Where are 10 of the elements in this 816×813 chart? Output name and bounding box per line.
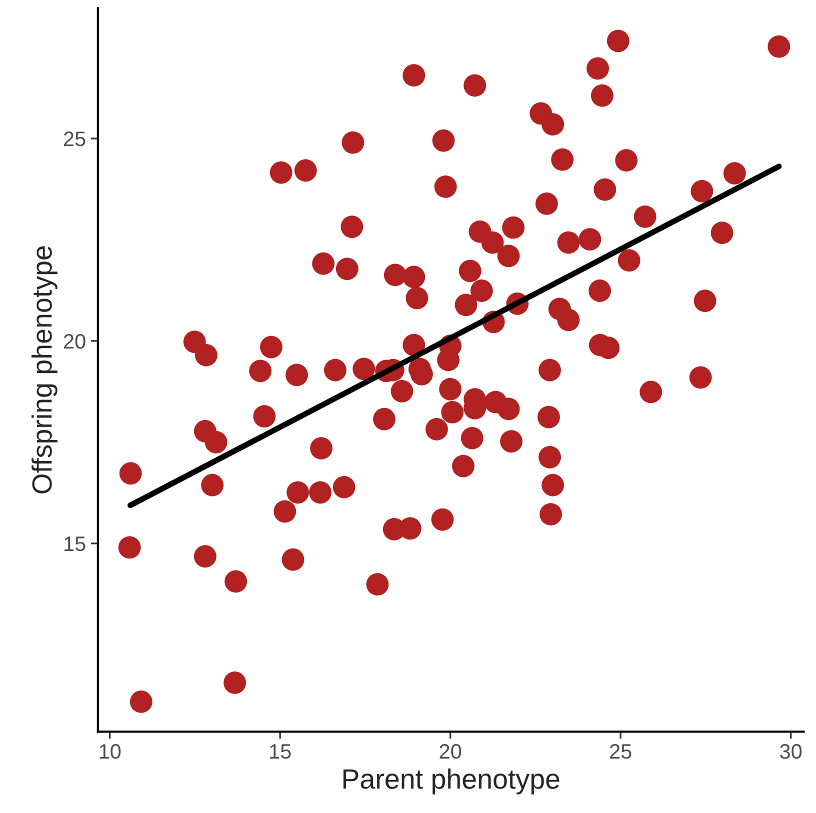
x-tick-label: 20	[440, 744, 462, 759]
y-axis-title: Offspring phenotype	[31, 246, 58, 494]
x-tick-label: 25	[610, 744, 632, 759]
x-tick-label: 10	[100, 744, 121, 759]
y-tick-label: 20	[64, 334, 86, 349]
x-axis-title: Parent phenotype	[343, 768, 560, 794]
y-tick-label: 15	[64, 536, 86, 552]
y-tick-label: 25	[64, 132, 86, 146]
x-tick-label: 15	[270, 744, 291, 759]
x-tick-label: 30	[780, 744, 802, 759]
